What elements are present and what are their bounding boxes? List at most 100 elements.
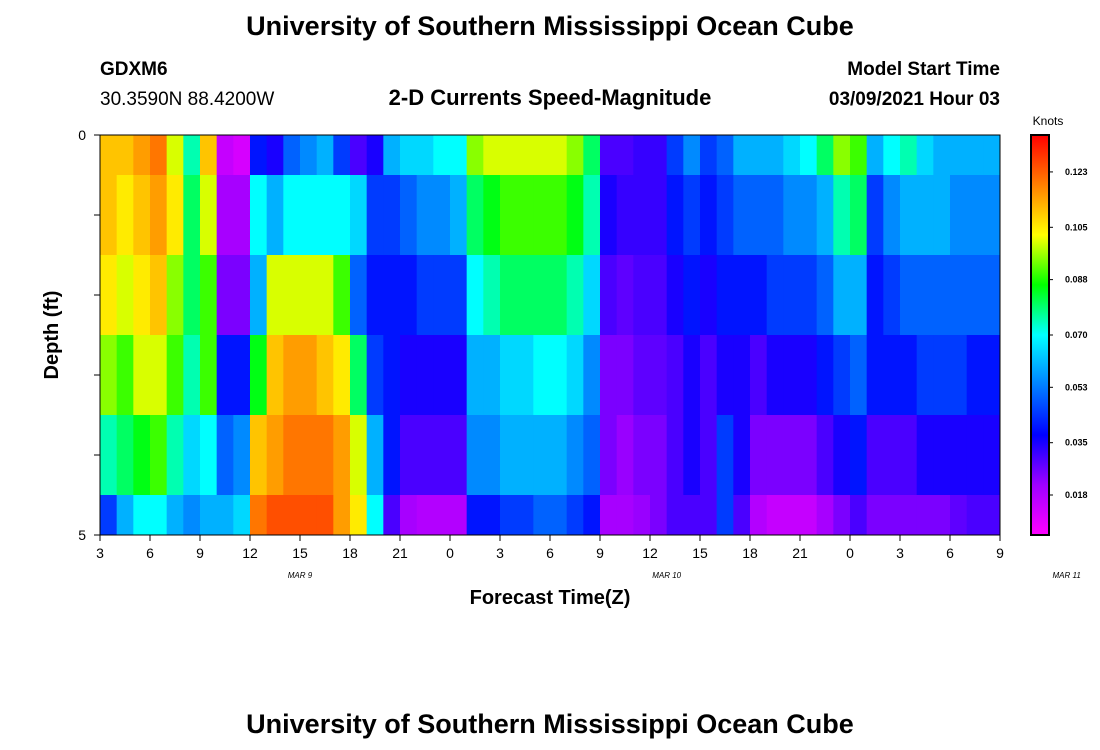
heatmap-cell (216, 335, 234, 415)
colorbar-tick-label: 0.070 (1065, 330, 1088, 340)
heatmap-cell (916, 135, 934, 175)
heatmap-cell (583, 415, 601, 495)
heatmap-cell (333, 335, 351, 415)
heatmap-cell (766, 335, 784, 415)
heatmap-cell (350, 175, 368, 255)
heatmap-cell (816, 135, 834, 175)
heatmap-cell (616, 415, 634, 495)
heatmap-cell (616, 335, 634, 415)
heatmap-cell (666, 175, 684, 255)
heatmap-cell (450, 255, 468, 335)
heatmap-cell (483, 135, 501, 175)
heatmap-cell (900, 335, 918, 415)
heatmap-cell (800, 335, 818, 415)
heatmap-cell (316, 335, 334, 415)
heatmap-cell (133, 135, 151, 175)
heatmap-cell (483, 335, 501, 415)
heatmap-cell (433, 255, 451, 335)
heatmap-cell (933, 135, 951, 175)
heatmap-cell (333, 495, 351, 535)
heatmap-cell (433, 335, 451, 415)
heatmap-cell (666, 255, 684, 335)
heatmap-cell (450, 335, 468, 415)
heatmap-cell (600, 495, 618, 535)
heatmap-cell (916, 335, 934, 415)
heatmap-cell (916, 415, 934, 495)
heatmap-cell (116, 135, 134, 175)
x-tick-label: 9 (196, 545, 204, 561)
heatmap-cell (183, 335, 201, 415)
heatmap-cell (850, 415, 868, 495)
heatmap-cell (850, 335, 868, 415)
heatmap-cell (550, 175, 568, 255)
heatmap-cell (850, 175, 868, 255)
heatmap-cell (600, 255, 618, 335)
heatmap-cell (216, 415, 234, 495)
model-start-value: 03/09/2021 Hour 03 (829, 89, 1000, 110)
heatmap-cell (733, 175, 751, 255)
heatmap-cell (800, 175, 818, 255)
heatmap-cell (833, 335, 851, 415)
x-tick-label: 9 (596, 545, 604, 561)
heatmap-cell (600, 335, 618, 415)
x-tick-label: 0 (446, 545, 454, 561)
y-tick-label: 0 (78, 127, 86, 143)
heatmap-cell (600, 175, 618, 255)
heatmap-cell (250, 335, 268, 415)
heatmap-cell (966, 255, 984, 335)
heatmap-cell (150, 255, 168, 335)
heatmap-cell (633, 495, 651, 535)
heatmap-cell (766, 135, 784, 175)
footer-title: University of Southern Mississippi Ocean… (246, 709, 854, 739)
heatmap-cell (416, 415, 434, 495)
heatmap-cell (166, 415, 184, 495)
heatmap-cell (600, 415, 618, 495)
heatmap-cell (316, 415, 334, 495)
heatmap-cell (600, 135, 618, 175)
heatmap-cell (983, 255, 1001, 335)
heatmap-cell (950, 175, 968, 255)
heatmap-cell (783, 255, 801, 335)
heatmap-cell (783, 135, 801, 175)
heatmap-cell (800, 255, 818, 335)
heatmap-cell (250, 415, 268, 495)
x-tick-label: 15 (692, 545, 708, 561)
heatmap-cell (116, 495, 134, 535)
y-axis-label: Depth (ft) (41, 291, 63, 380)
heatmap-cell (633, 255, 651, 335)
heatmap-cell (216, 495, 234, 535)
colorbar-tick-label: 0.053 (1065, 382, 1088, 392)
heatmap-cell (533, 135, 551, 175)
heatmap-cell (616, 255, 634, 335)
heatmap-cell (900, 255, 918, 335)
heatmap-cell (183, 175, 201, 255)
heatmap-cell (866, 495, 884, 535)
heatmap-cell (450, 495, 468, 535)
heatmap-cell (183, 415, 201, 495)
heatmap-cell (316, 135, 334, 175)
heatmap-cell (233, 255, 251, 335)
heatmap-cell (400, 255, 418, 335)
heatmap-cell (166, 255, 184, 335)
heatmap-cell (650, 255, 668, 335)
heatmap-cell (283, 335, 301, 415)
y-tick-label: 5 (78, 527, 86, 543)
heatmap-cell (933, 255, 951, 335)
heatmap-cell (450, 415, 468, 495)
x-tick-label: 6 (546, 545, 554, 561)
heatmap-cell (333, 255, 351, 335)
heatmap-cell (333, 415, 351, 495)
heatmap-cell (616, 175, 634, 255)
heatmap-cell (716, 135, 734, 175)
colorbar-tick-label: 0.123 (1065, 167, 1088, 177)
heatmap-cell (616, 495, 634, 535)
heatmap-cell (266, 415, 284, 495)
heatmap-cell (616, 135, 634, 175)
heatmap-cell (450, 175, 468, 255)
heatmap-cell (533, 175, 551, 255)
heatmap-cell (500, 415, 518, 495)
heatmap-cell (283, 415, 301, 495)
x-axis-label: Forecast Time(Z) (470, 587, 631, 609)
heatmap-cell (466, 255, 484, 335)
heatmap-cell (550, 255, 568, 335)
